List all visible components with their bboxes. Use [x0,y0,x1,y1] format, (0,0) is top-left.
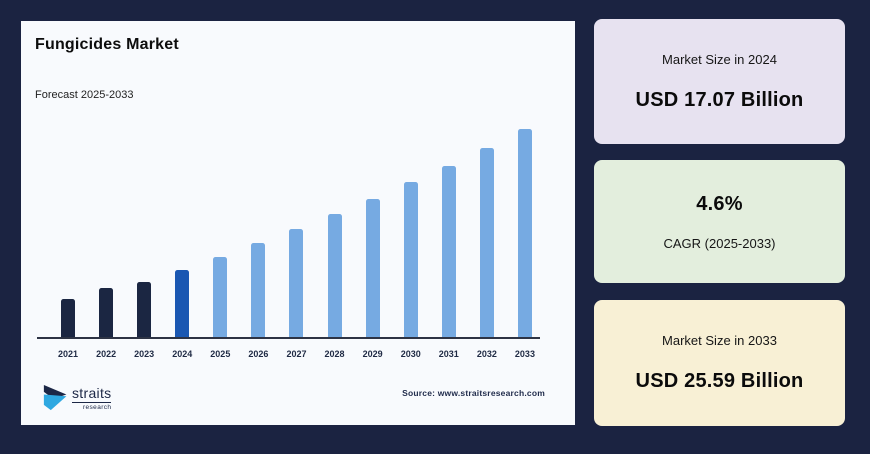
bar-2032 [479,148,494,337]
x-axis-line [37,337,540,339]
x-tick-2033: 2033 [514,349,535,359]
logo-subtitle: research [82,404,112,411]
cagr-label: CAGR (2025-2033) [663,235,776,251]
x-tick-2021: 2021 [57,349,79,359]
bar-2023 [137,282,152,337]
bar-2028 [327,214,342,337]
x-tick-2030: 2030 [400,349,421,359]
cagr-panel: 4.6% CAGR (2025-2033) [594,160,845,283]
bars-row [61,129,532,337]
cagr-value: 4.6% [696,192,743,215]
bar-2029 [365,199,380,337]
bar-2025 [213,257,228,337]
x-tick-2026: 2026 [248,349,269,359]
logo-text: straits research [72,385,112,411]
x-tick-2023: 2023 [134,349,155,359]
x-tick-2032: 2032 [476,349,497,359]
bar-2027 [289,229,304,337]
chart-card: Fungicides Market Forecast 2025-2033 202… [21,21,575,425]
x-tick-2028: 2028 [324,349,345,359]
bar-2021 [61,299,75,337]
bar-2022 [99,288,114,337]
bar-2033 [517,129,532,337]
x-tick-2027: 2027 [286,349,307,359]
market-size-2033-value: USD 25.59 Billion [635,370,804,392]
market-size-2033-panel: Market Size in 2033 USD 25.59 Billion [594,300,845,426]
x-tick-2029: 2029 [362,349,383,359]
bar-2030 [403,182,418,337]
x-tick-2024: 2024 [172,349,193,359]
straits-research-logo: straits research [43,383,112,413]
bar-2024 [175,270,190,337]
straits-arrow-icon [43,385,67,411]
chart-title: Fungicides Market [35,36,179,53]
x-tick-2025: 2025 [210,349,231,359]
source-attribution: Source: www.straitsresearch.com [402,388,545,398]
bar-2031 [441,166,456,337]
x-tick-2031: 2031 [438,349,459,359]
market-size-2033-label: Market Size in 2033 [662,333,777,348]
bar-2026 [251,243,266,337]
x-tick-2022: 2022 [96,349,117,359]
chart-subtitle: Forecast 2025-2033 [35,89,134,101]
market-size-2024-label: Market Size in 2024 [662,51,777,67]
x-axis-labels: 2021 2022 2023 2024 2025 2026 2027 2028 2029 2030… [58,349,535,359]
market-size-2024-value: USD 17.07 Billion [635,88,804,111]
market-size-2024-panel: Market Size in 2024 USD 17.07 Billion [594,19,845,144]
logo-name: straits [72,385,112,403]
